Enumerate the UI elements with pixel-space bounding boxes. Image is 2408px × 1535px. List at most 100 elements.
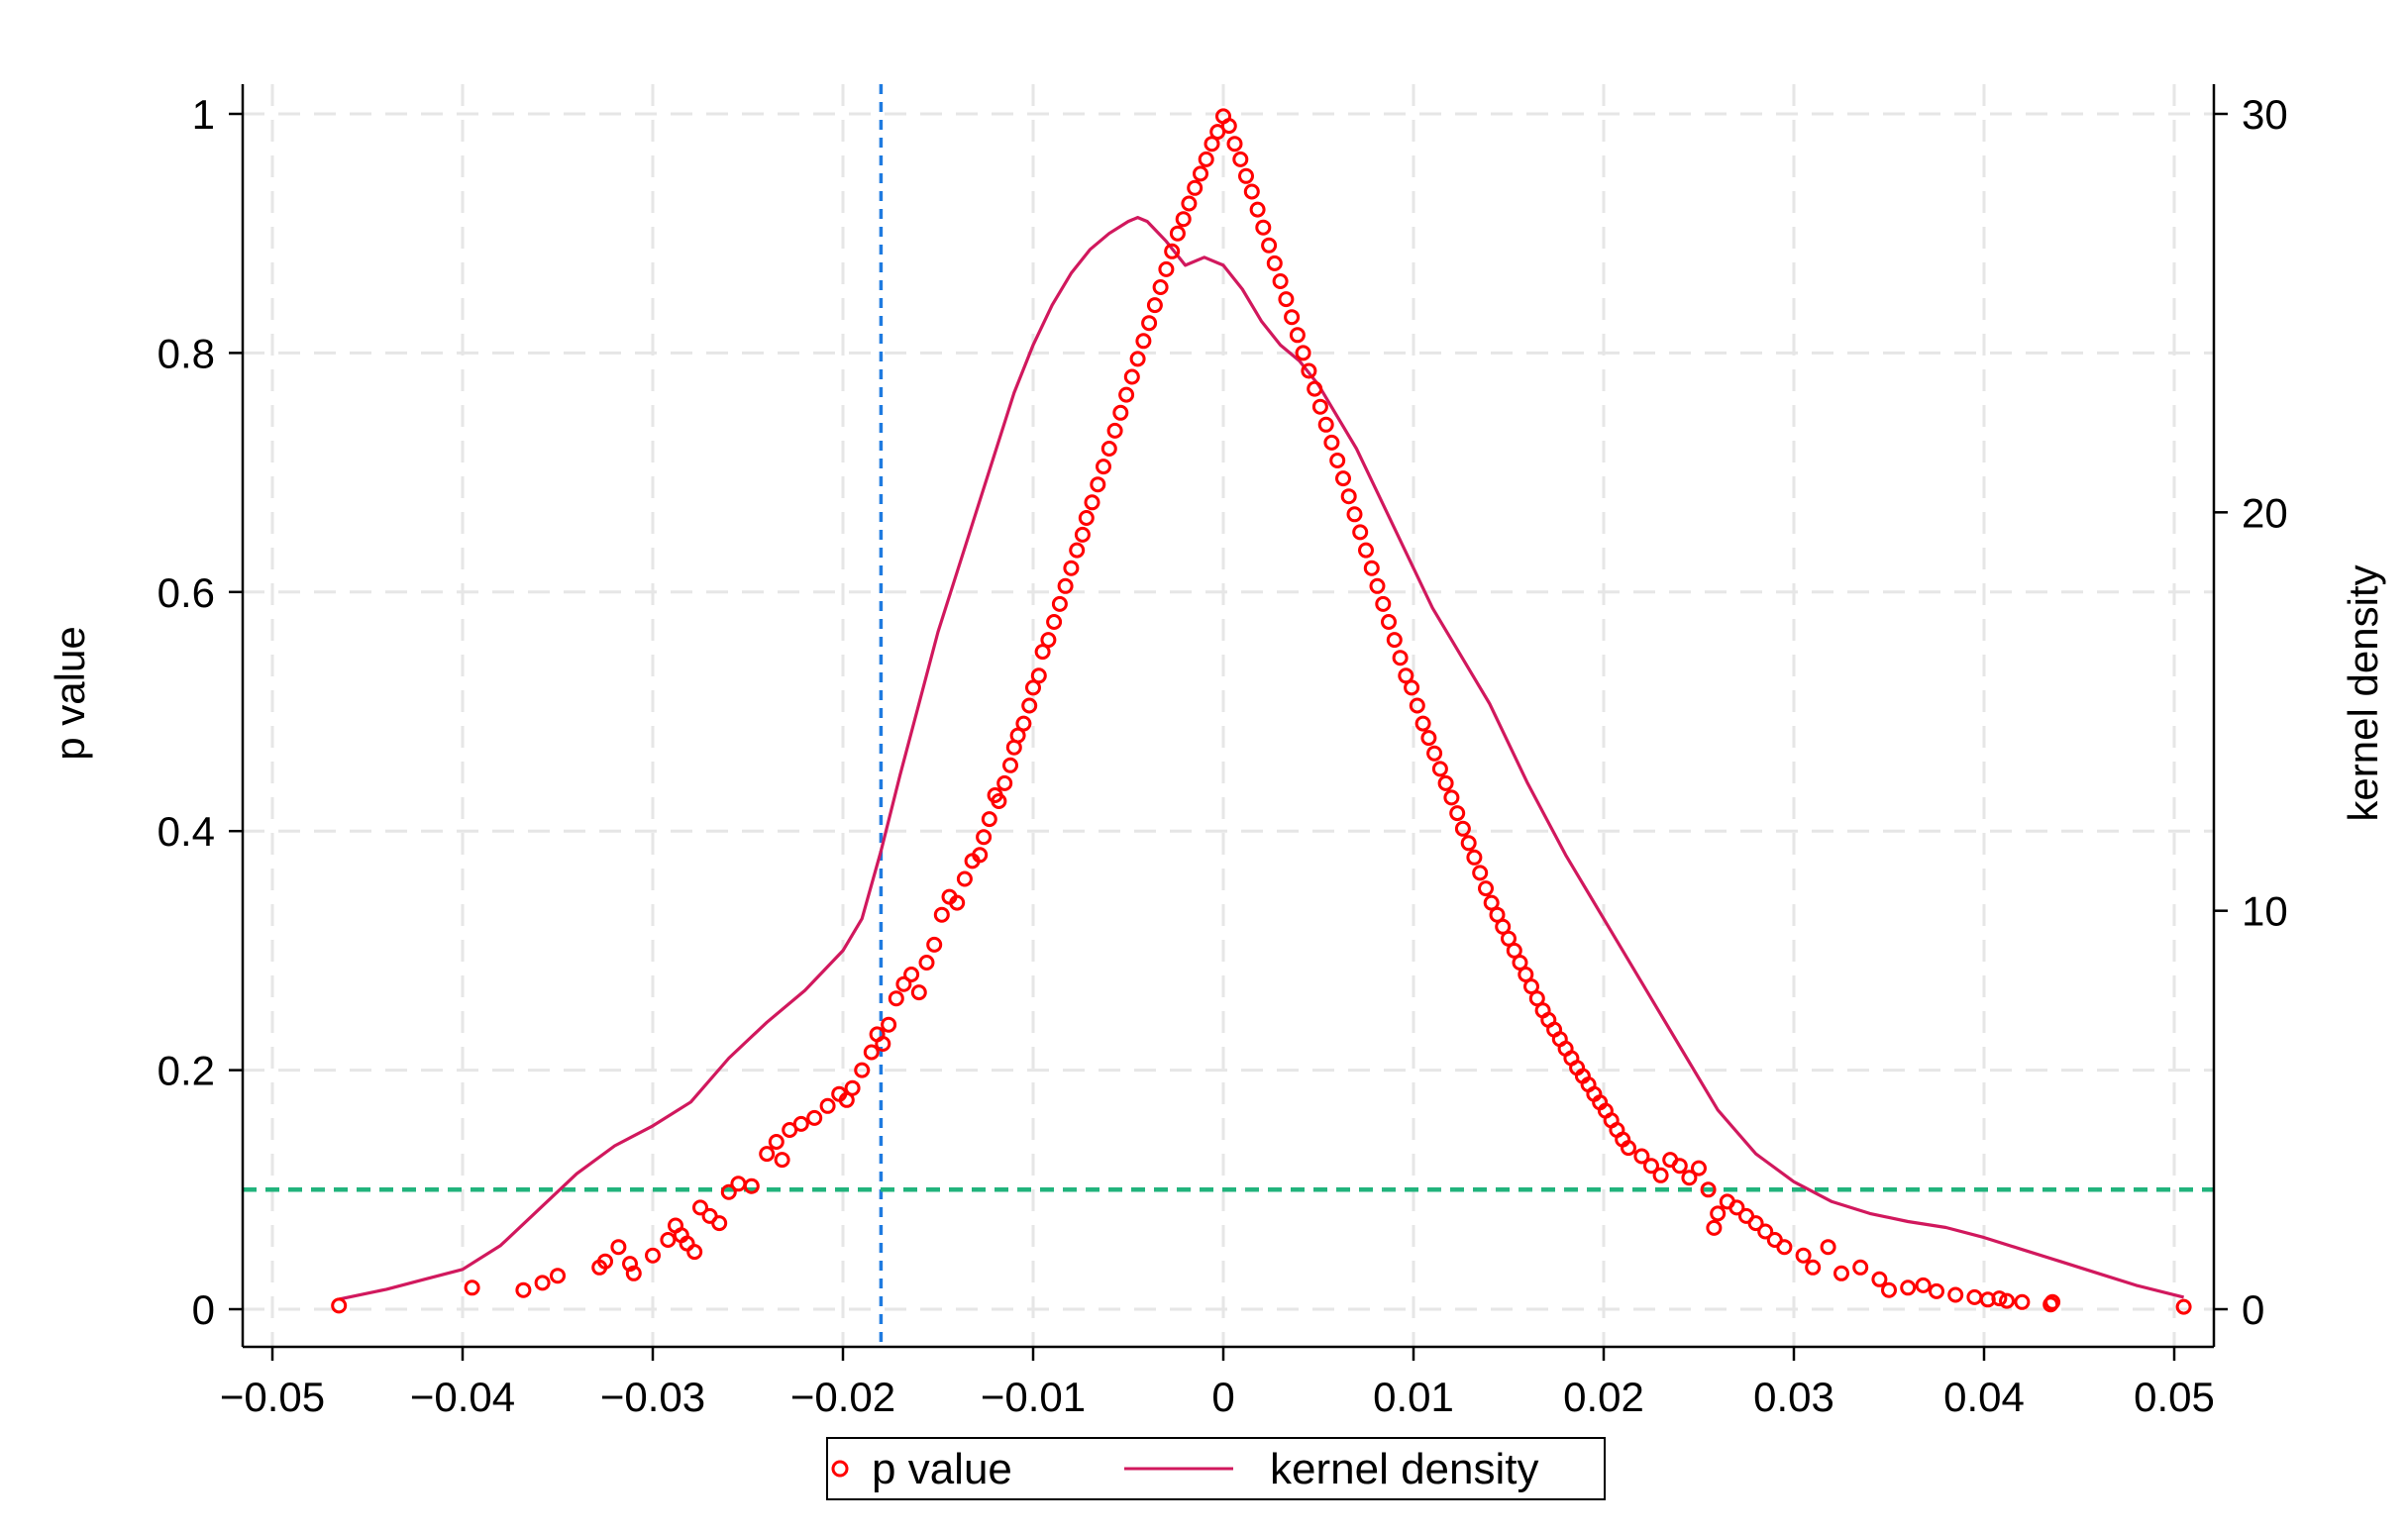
pvalue-point xyxy=(806,1109,823,1126)
pvalue-point xyxy=(1272,273,1289,289)
pvalue-point xyxy=(1900,1279,1917,1296)
pvalue-point xyxy=(1146,297,1163,314)
pvalue-point xyxy=(1232,151,1249,167)
pvalue-point xyxy=(981,811,997,828)
pvalue-point xyxy=(2014,1293,2031,1310)
pvalue-point xyxy=(464,1279,480,1296)
pvalue-point xyxy=(1025,679,1041,696)
pvalue-point xyxy=(875,1036,891,1052)
pvalue-point xyxy=(1084,494,1100,511)
pvalue-point xyxy=(976,829,993,846)
y-tick-label: 0.4 xyxy=(157,808,215,855)
y2-tick-label: 30 xyxy=(2242,91,2288,138)
pvalue-point xyxy=(1426,745,1443,762)
pvalue-series xyxy=(331,108,2192,1315)
y-tick-label: 0 xyxy=(192,1286,215,1333)
pvalue-point xyxy=(1021,697,1038,714)
pvalue-point xyxy=(1169,225,1186,242)
pvalue-point xyxy=(774,1152,790,1169)
pvalue-point xyxy=(854,1062,871,1078)
pvalue-point xyxy=(2175,1298,2192,1315)
pvalue-point xyxy=(1141,315,1158,332)
pvalue-point xyxy=(711,1215,728,1232)
pvalue-point xyxy=(1414,715,1431,732)
pvalue-point xyxy=(534,1275,551,1291)
pvalue-point xyxy=(1501,930,1517,947)
pvalue-point xyxy=(1051,595,1068,612)
density-series xyxy=(338,216,2184,1301)
y-tick-label: 0.8 xyxy=(157,330,215,376)
pvalue-point xyxy=(1096,459,1111,475)
pvalue-point xyxy=(1776,1239,1793,1256)
x-tick-label: −0.04 xyxy=(410,1374,515,1420)
pvalue-point xyxy=(1437,774,1454,791)
pvalue-point xyxy=(1386,632,1403,649)
pvalue-point xyxy=(1929,1282,1944,1299)
x-tick-label: −0.01 xyxy=(981,1374,1086,1420)
pvalue-point xyxy=(1278,291,1295,308)
pvalue-point xyxy=(1220,118,1237,135)
pvalue-point xyxy=(1249,201,1266,218)
pvalue-point xyxy=(1358,542,1374,559)
pvalue-point xyxy=(1295,345,1311,361)
pvalue-point xyxy=(918,955,935,971)
pvalue-point xyxy=(1226,136,1243,153)
pvalue-point xyxy=(1915,1277,1932,1293)
pvalue-point xyxy=(1046,614,1063,630)
pvalue-point xyxy=(597,1253,613,1270)
pvalue-point xyxy=(949,894,966,911)
pvalue-point xyxy=(1621,1140,1636,1157)
pvalue-point xyxy=(1420,730,1437,747)
y2-tick-label: 10 xyxy=(2242,888,2288,935)
pvalue-point xyxy=(1112,404,1129,421)
pvalue-point xyxy=(1193,165,1208,182)
pvalue-point xyxy=(1015,715,1032,732)
legend: p value kernel density xyxy=(826,1437,1606,1500)
pvalue-point xyxy=(1706,1219,1723,1236)
x-tick-label: 0.03 xyxy=(1753,1374,1834,1420)
pvalue-point xyxy=(1261,237,1278,254)
pvalue-point xyxy=(1311,398,1328,415)
pvalue-point xyxy=(1398,667,1414,684)
legend-marker-pvalue xyxy=(831,1460,849,1478)
pvalue-point xyxy=(1443,789,1460,806)
legend-label-pvalue: p value xyxy=(872,1445,1012,1493)
pvalue-point xyxy=(610,1239,627,1256)
pvalue-point xyxy=(1340,488,1357,505)
pvalue-point xyxy=(625,1265,642,1281)
pvalue-point xyxy=(1301,362,1317,379)
pvalue-point xyxy=(1671,1158,1688,1175)
pvalue-point xyxy=(720,1183,737,1200)
pvalue-point xyxy=(1528,990,1545,1007)
pvalue-point xyxy=(1363,560,1380,576)
pvalue-point xyxy=(1175,211,1192,228)
pvalue-point xyxy=(1289,327,1306,344)
pvalue-point xyxy=(1991,1290,2008,1307)
pvalue-point xyxy=(1728,1199,1745,1216)
pvalue-point xyxy=(1431,761,1448,777)
y2-axis-title: kernel density xyxy=(2340,564,2386,821)
pvalue-point xyxy=(1335,470,1351,487)
y-tick-label: 0.2 xyxy=(157,1048,215,1094)
x-tick-label: −0.02 xyxy=(790,1374,895,1420)
pvalue-point xyxy=(1074,526,1091,543)
pvalue-point xyxy=(1135,333,1152,350)
pvalue-point xyxy=(792,1115,809,1132)
pvalue-point xyxy=(1317,416,1334,433)
pvalue-point xyxy=(1710,1205,1727,1222)
pvalue-point xyxy=(1307,380,1323,397)
pvalue-point xyxy=(1198,151,1214,167)
pvalue-point xyxy=(956,870,973,887)
pvalue-point xyxy=(1063,560,1080,576)
pvalue-point xyxy=(895,975,912,992)
pvalue-point xyxy=(1409,697,1425,714)
pvalue-point xyxy=(1129,351,1146,367)
pvalue-point xyxy=(1805,1259,1822,1276)
legend-label-density: kernel density xyxy=(1270,1445,1538,1493)
pvalue-point xyxy=(819,1097,836,1114)
pvalue-point xyxy=(1266,255,1283,271)
pvalue-point xyxy=(1375,595,1392,612)
pvalue-point xyxy=(1352,524,1369,541)
pvalue-point xyxy=(1472,865,1489,881)
